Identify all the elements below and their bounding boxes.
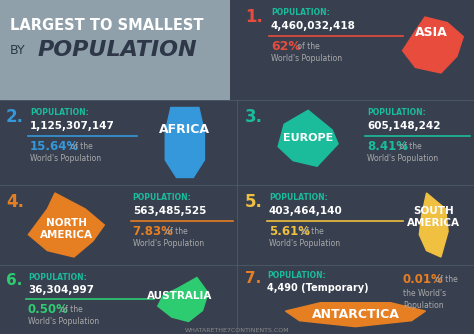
Text: 403,464,140: 403,464,140	[269, 206, 343, 216]
Polygon shape	[285, 303, 426, 327]
Text: of the: of the	[163, 227, 188, 236]
Text: the World's: the World's	[403, 289, 446, 298]
Text: 2.: 2.	[6, 108, 24, 126]
Text: 8.41%: 8.41%	[367, 140, 408, 153]
Text: 15.64%: 15.64%	[30, 140, 79, 153]
Text: POPULATION:: POPULATION:	[269, 193, 328, 202]
Text: POPULATION:: POPULATION:	[267, 271, 326, 280]
Text: World's Population: World's Population	[30, 154, 101, 163]
Text: 7.: 7.	[245, 271, 261, 286]
Text: of the: of the	[397, 142, 422, 151]
Text: 4,490 (Temporary): 4,490 (Temporary)	[267, 283, 369, 293]
Text: ANTARCTICA: ANTARCTICA	[311, 308, 400, 321]
Polygon shape	[28, 193, 104, 257]
Text: of the: of the	[299, 227, 324, 236]
Text: 0.50%: 0.50%	[28, 303, 69, 316]
Text: BY: BY	[10, 44, 26, 57]
Text: AFRICA: AFRICA	[159, 123, 210, 136]
Polygon shape	[402, 17, 464, 73]
Text: 605,148,242: 605,148,242	[367, 121, 441, 131]
Text: POPULATION: POPULATION	[38, 40, 198, 60]
Text: NORTH
AMERICA: NORTH AMERICA	[40, 218, 93, 240]
Text: POPULATION:: POPULATION:	[133, 193, 191, 202]
Text: POPULATION:: POPULATION:	[271, 8, 330, 17]
Text: 1,125,307,147: 1,125,307,147	[30, 121, 115, 131]
Text: WHATARETHE7CONTINENTS.COM: WHATARETHE7CONTINENTS.COM	[185, 328, 289, 333]
Text: 5.: 5.	[245, 193, 263, 211]
Text: World's Population: World's Population	[133, 239, 204, 248]
FancyBboxPatch shape	[0, 0, 230, 100]
Text: AUSTRALIA: AUSTRALIA	[147, 291, 213, 301]
Text: 0.01%: 0.01%	[403, 273, 444, 286]
Text: 3.: 3.	[245, 108, 263, 126]
Polygon shape	[419, 193, 448, 257]
Text: 7.83%: 7.83%	[133, 225, 173, 238]
Text: POPULATION:: POPULATION:	[367, 108, 426, 117]
Text: 5.61%: 5.61%	[269, 225, 310, 238]
Text: World's Population: World's Population	[269, 239, 340, 248]
Text: World's Population: World's Population	[367, 154, 438, 163]
Text: 62%: 62%	[271, 40, 301, 53]
Text: of the: of the	[433, 275, 458, 284]
Polygon shape	[278, 110, 338, 166]
Text: 563,485,525: 563,485,525	[133, 206, 206, 216]
Text: POPULATION:: POPULATION:	[30, 108, 89, 117]
Text: of the: of the	[58, 305, 83, 314]
Text: 4.: 4.	[6, 193, 24, 211]
Text: Population: Population	[403, 301, 444, 310]
Text: POPULATION:: POPULATION:	[28, 273, 87, 282]
Text: of the: of the	[295, 42, 320, 51]
Text: SOUTH
AMERICA: SOUTH AMERICA	[407, 206, 460, 228]
Text: World's Population: World's Population	[28, 317, 99, 326]
Text: ASIA: ASIA	[415, 25, 448, 38]
Text: EUROPE: EUROPE	[283, 133, 333, 143]
Text: 1.: 1.	[245, 8, 263, 26]
Text: of the: of the	[68, 142, 93, 151]
Text: 4,460,032,418: 4,460,032,418	[271, 21, 356, 31]
Text: 36,304,997: 36,304,997	[28, 285, 94, 295]
Text: World's Population: World's Population	[271, 54, 342, 63]
Polygon shape	[158, 278, 208, 322]
Text: LARGEST TO SMALLEST: LARGEST TO SMALLEST	[10, 18, 203, 33]
Text: 6.: 6.	[6, 273, 22, 288]
Polygon shape	[165, 108, 204, 177]
